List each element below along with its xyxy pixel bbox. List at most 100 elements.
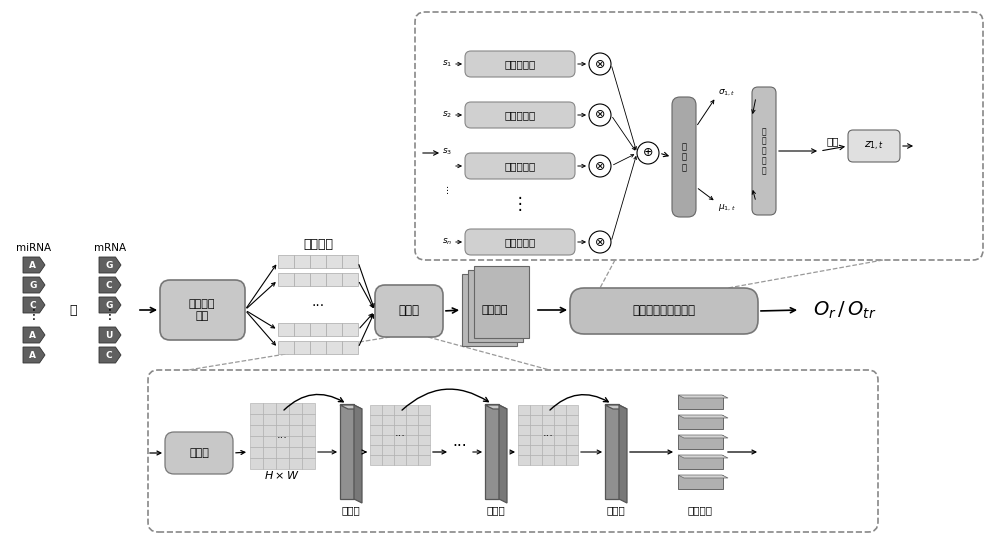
Bar — [326, 255, 342, 268]
Bar — [394, 445, 406, 455]
Bar — [263, 458, 276, 469]
Bar — [340, 404, 354, 499]
Polygon shape — [23, 277, 45, 293]
Bar — [276, 436, 289, 447]
FancyBboxPatch shape — [165, 432, 233, 474]
Text: ⋮: ⋮ — [103, 308, 117, 322]
Bar — [382, 415, 394, 425]
Circle shape — [589, 155, 611, 177]
Bar — [276, 458, 289, 469]
Text: $s_3$: $s_3$ — [442, 147, 452, 157]
Bar — [678, 435, 723, 449]
Bar — [310, 341, 326, 354]
Text: ···: ··· — [311, 299, 325, 313]
Bar — [294, 323, 310, 336]
Text: 特征序列: 特征序列 — [688, 505, 712, 515]
Bar — [518, 425, 530, 435]
Bar — [370, 425, 382, 435]
Text: ⋮: ⋮ — [443, 186, 452, 195]
Bar — [294, 273, 310, 286]
Bar — [370, 405, 382, 415]
Text: 卷积层: 卷积层 — [342, 505, 360, 515]
Bar — [276, 425, 289, 436]
Bar — [342, 273, 358, 286]
Bar — [418, 445, 430, 455]
Bar — [302, 425, 315, 436]
Text: $s_n$: $s_n$ — [442, 237, 452, 248]
Text: 嵌入层: 嵌入层 — [398, 305, 420, 318]
Bar — [406, 455, 418, 465]
Bar — [263, 436, 276, 447]
Bar — [678, 455, 723, 469]
FancyBboxPatch shape — [375, 285, 443, 337]
Bar — [302, 447, 315, 458]
Bar — [406, 415, 418, 425]
Bar — [302, 414, 315, 425]
Bar — [394, 415, 406, 425]
Text: G: G — [29, 281, 37, 289]
Bar — [406, 445, 418, 455]
Bar — [566, 415, 578, 425]
Polygon shape — [485, 405, 507, 409]
Bar — [530, 405, 542, 415]
Bar — [474, 266, 529, 338]
Bar — [382, 435, 394, 445]
Bar — [276, 447, 289, 458]
Bar — [289, 425, 302, 436]
Polygon shape — [678, 455, 728, 458]
Bar — [382, 425, 394, 435]
Text: 数据挖掘
模块: 数据挖掘 模块 — [189, 299, 215, 321]
FancyBboxPatch shape — [465, 229, 575, 255]
Text: G: G — [105, 261, 113, 269]
FancyBboxPatch shape — [672, 97, 696, 217]
Polygon shape — [23, 347, 45, 363]
Polygon shape — [99, 347, 121, 363]
Bar — [678, 395, 723, 409]
Bar — [289, 414, 302, 425]
Bar — [394, 425, 406, 435]
Bar — [418, 415, 430, 425]
Bar — [518, 455, 530, 465]
FancyBboxPatch shape — [848, 130, 900, 162]
Text: 卷积层: 卷积层 — [607, 505, 625, 515]
FancyBboxPatch shape — [752, 87, 776, 215]
Bar — [518, 445, 530, 455]
Text: ⊕: ⊕ — [643, 146, 653, 159]
Bar — [554, 425, 566, 435]
Bar — [518, 415, 530, 425]
Bar — [278, 273, 294, 286]
Text: 自注意力层: 自注意力层 — [504, 237, 536, 247]
Bar — [418, 425, 430, 435]
Bar — [250, 447, 263, 458]
Bar — [289, 447, 302, 458]
Bar — [326, 323, 342, 336]
Bar — [250, 403, 263, 414]
Text: 多头注意力机制模块: 多头注意力机制模块 — [633, 305, 696, 318]
Text: ⋮: ⋮ — [512, 195, 528, 213]
Text: 池
化
层: 池 化 层 — [682, 142, 686, 172]
Text: ···: ··· — [277, 433, 287, 443]
Text: C: C — [30, 300, 36, 310]
FancyBboxPatch shape — [465, 102, 575, 128]
Bar — [530, 415, 542, 425]
Bar — [289, 403, 302, 414]
Text: $\sigma_{1,t}$: $\sigma_{1,t}$ — [718, 88, 736, 98]
Circle shape — [589, 104, 611, 126]
Polygon shape — [99, 327, 121, 343]
Text: 自注意力层: 自注意力层 — [504, 161, 536, 171]
FancyBboxPatch shape — [160, 280, 245, 340]
Text: $s_1$: $s_1$ — [442, 59, 452, 69]
Text: U: U — [105, 331, 113, 339]
Polygon shape — [23, 257, 45, 273]
Circle shape — [637, 142, 659, 164]
Bar — [294, 255, 310, 268]
Bar — [518, 405, 530, 415]
Polygon shape — [23, 297, 45, 313]
Bar — [263, 425, 276, 436]
Text: $O_r\,/\,O_{tr}$: $O_r\,/\,O_{tr}$ — [813, 299, 877, 320]
Bar — [310, 323, 326, 336]
Polygon shape — [354, 405, 362, 503]
Text: C: C — [106, 281, 112, 289]
Bar — [542, 445, 554, 455]
Text: 自注意力层: 自注意力层 — [504, 110, 536, 120]
